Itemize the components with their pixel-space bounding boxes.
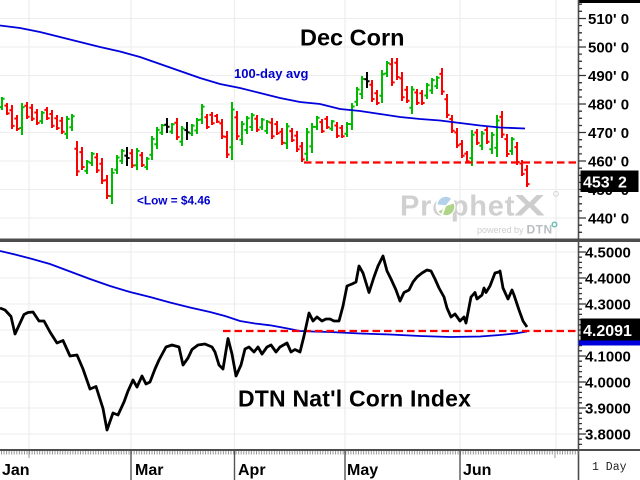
svg-text:3.9000: 3.9000 [585,401,631,418]
svg-text:100-day avg: 100-day avg [234,66,308,81]
svg-text:Jun: Jun [463,462,491,479]
svg-text:Mar: Mar [135,462,163,479]
svg-text:4.1000: 4.1000 [585,349,631,366]
svg-text:440' 0: 440' 0 [588,211,629,228]
svg-text:453' 2: 453' 2 [583,175,627,192]
svg-text:May: May [347,462,378,479]
svg-text:powered by: powered by [477,225,524,235]
svg-text:4.0000: 4.0000 [585,375,631,392]
svg-text:<Low = $4.46: <Low = $4.46 [137,194,211,208]
svg-text:Jan: Jan [2,462,30,479]
svg-text:1 Day: 1 Day [592,461,627,474]
svg-text:Apr: Apr [238,462,266,479]
svg-text:460' 0: 460' 0 [588,154,629,171]
svg-text:Prophet: Prophet [400,191,515,223]
svg-text:480' 0: 480' 0 [588,97,629,114]
svg-text:X: X [514,189,545,222]
svg-text:4.5000: 4.5000 [585,245,631,262]
svg-text:3.8000: 3.8000 [585,427,631,444]
svg-text:DTN: DTN [527,223,553,237]
svg-text:470' 0: 470' 0 [588,125,629,142]
svg-text:4.2091: 4.2091 [583,323,632,340]
svg-text:510' 0: 510' 0 [588,11,629,28]
svg-text:500' 0: 500' 0 [588,40,629,57]
svg-text:4.4000: 4.4000 [585,271,631,288]
svg-text:490' 0: 490' 0 [588,68,629,85]
svg-text:DTN Nat'l Corn Index: DTN Nat'l Corn Index [238,386,471,412]
svg-text:Dec Corn: Dec Corn [300,25,404,51]
svg-text:4.3000: 4.3000 [585,297,631,314]
